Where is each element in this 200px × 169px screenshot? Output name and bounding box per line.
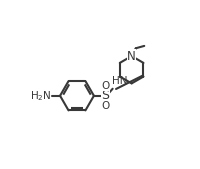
- Text: N: N: [127, 50, 135, 63]
- Text: O: O: [101, 81, 109, 91]
- Text: HN: HN: [112, 76, 127, 86]
- Text: O: O: [101, 101, 109, 111]
- Text: H$_2$N: H$_2$N: [30, 89, 51, 103]
- Text: S: S: [101, 89, 109, 102]
